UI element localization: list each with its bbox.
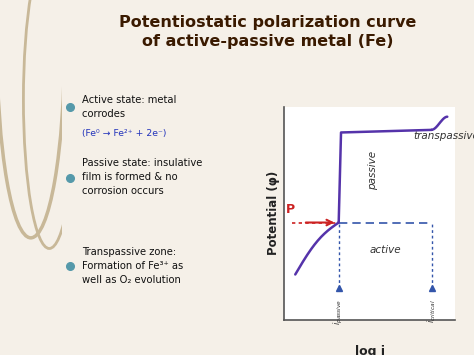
Text: active: active [369,245,401,255]
Text: P: P [286,203,295,215]
Text: $i_{passive}$: $i_{passive}$ [332,299,345,325]
Text: Passive state: insulative
film is formed & no
corrosion occurs: Passive state: insulative film is formed… [82,158,202,197]
Text: (Fe⁰ → Fe²⁺ + 2e⁻): (Fe⁰ → Fe²⁺ + 2e⁻) [82,129,167,138]
Text: $i_{critical}$: $i_{critical}$ [426,299,438,323]
Text: Active state: metal
corrodes: Active state: metal corrodes [82,94,177,119]
Text: transpassive: transpassive [413,131,474,141]
Y-axis label: Potential (φ): Potential (φ) [267,171,280,255]
Text: passive: passive [368,151,378,190]
X-axis label: log i: log i [355,344,385,355]
Text: Transpassive zone:
Formation of Fe³⁺ as
well as O₂ evolution: Transpassive zone: Formation of Fe³⁺ as … [82,247,183,285]
Text: Potentiostatic polarization curve
of active-passive metal (Fe): Potentiostatic polarization curve of act… [119,15,417,49]
